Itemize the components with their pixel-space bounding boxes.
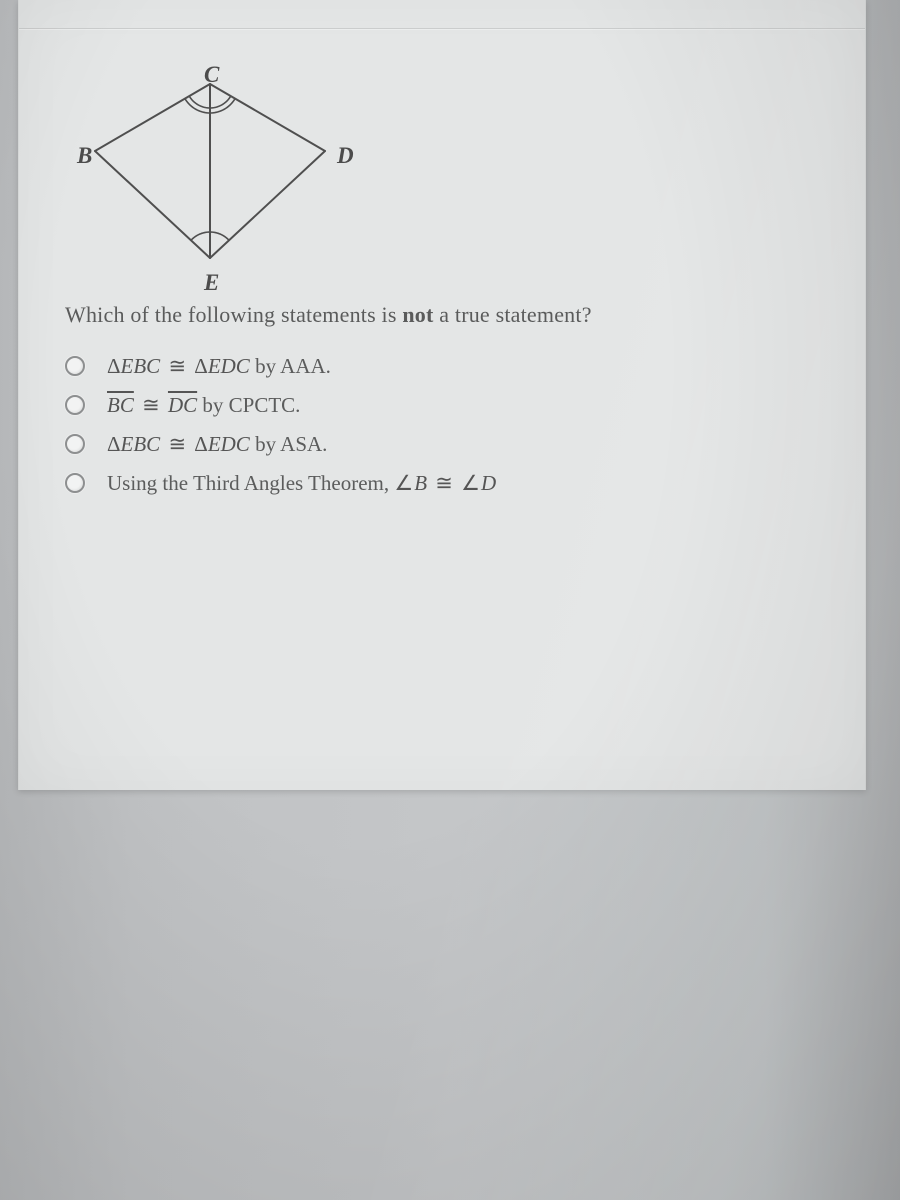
radio-C[interactable] [65, 434, 85, 454]
question-suffix: a true statement? [434, 302, 592, 327]
option-B[interactable]: BC ≅ DC by CPCTC. [65, 393, 825, 418]
question-prefix: Which of the following statements is [65, 302, 402, 327]
vertex-label-D: D [337, 143, 354, 169]
option-text-C: ΔEBC ≅ ΔEDC by ASA. [107, 432, 327, 457]
divider [19, 28, 865, 30]
vertex-label-B: B [77, 143, 92, 169]
geometry-diagram: BCDE [75, 56, 355, 276]
radio-D[interactable] [65, 473, 85, 493]
options-list: ΔEBC ≅ ΔEDC by AAA. BC ≅ DC by CPCTC. ΔEBC… [65, 354, 825, 496]
question-card: B C D E Which of the following statements i… [18, 0, 866, 790]
option-C[interactable]: ΔEBC ≅ ΔEDC by ASA. [65, 432, 825, 457]
question-text: Which of the following statements is not… [65, 300, 825, 330]
content: B C D E Which of the following statements i… [65, 56, 825, 510]
vertex-label-C: C [204, 62, 219, 88]
option-text-B: BC ≅ DC by CPCTC. [107, 393, 300, 418]
radio-A[interactable] [65, 356, 85, 376]
option-text-A: ΔEBC ≅ ΔEDC by AAA. [107, 354, 331, 379]
vertex-label-E: E [204, 270, 219, 296]
option-D[interactable]: Using the Third Angles Theorem, ∠B ≅ ∠D [65, 471, 825, 496]
option-text-D: Using the Third Angles Theorem, ∠B ≅ ∠D [107, 471, 496, 496]
radio-B[interactable] [65, 395, 85, 415]
question-emphasis: not [402, 302, 433, 327]
option-A[interactable]: ΔEBC ≅ ΔEDC by AAA. [65, 354, 825, 379]
